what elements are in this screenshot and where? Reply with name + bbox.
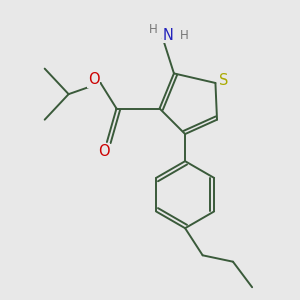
Text: S: S [219, 73, 228, 88]
Text: N: N [163, 28, 174, 43]
Text: O: O [98, 144, 109, 159]
Text: O: O [88, 72, 99, 87]
Text: H: H [149, 23, 158, 36]
Text: H: H [180, 28, 189, 42]
